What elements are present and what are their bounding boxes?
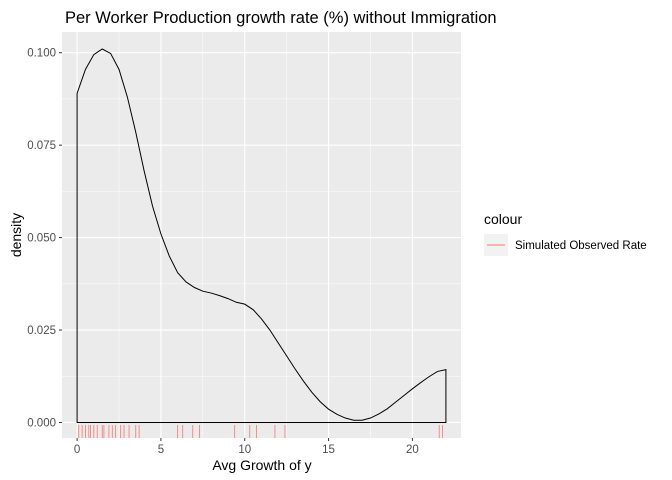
x-tick-label: 0	[74, 444, 80, 456]
legend-label: Simulated Observed Rate	[515, 240, 647, 252]
x-axis-title: Avg Growth of y	[212, 457, 311, 473]
rug-marks	[78, 425, 443, 438]
plot-panel	[62, 32, 461, 438]
x-axis: 0 5 10 15 20	[74, 438, 419, 456]
grid-minor-lines	[62, 32, 461, 438]
y-axis-title: density	[8, 213, 24, 257]
y-tick-label: 0.000	[27, 417, 56, 429]
x-tick-label: 15	[322, 444, 335, 456]
legend-title: colour	[484, 211, 522, 227]
y-tick-label: 0.100	[27, 48, 56, 60]
y-tick-label: 0.050	[27, 233, 56, 245]
chart-title: Per Worker Production growth rate (%) wi…	[65, 9, 497, 27]
x-tick-label: 10	[238, 444, 251, 456]
density-curve	[76, 48, 447, 423]
x-tick-label: 5	[158, 444, 164, 456]
x-tick-label: 20	[406, 444, 419, 456]
y-tick-label: 0.075	[27, 140, 56, 152]
y-axis: 0.000 0.025 0.050 0.075 0.100	[27, 48, 62, 429]
legend: colour Simulated Observed Rate	[484, 211, 647, 256]
y-tick-label: 0.025	[27, 325, 56, 337]
